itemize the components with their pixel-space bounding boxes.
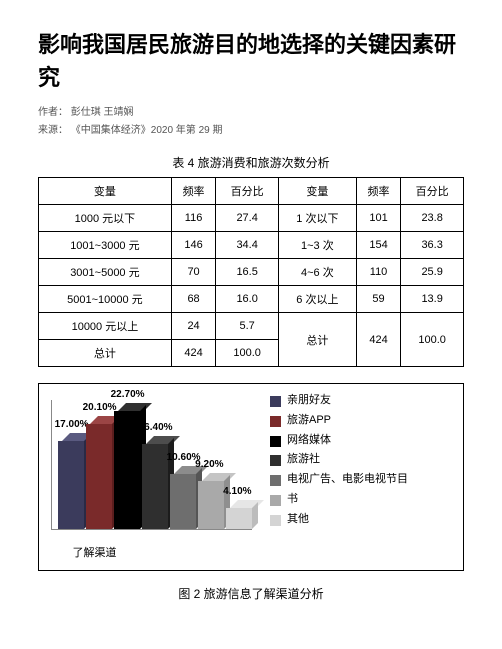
bar: 17.00% [58,441,84,529]
authors-prefix: 作者： [38,107,68,118]
legend-label: 旅游社 [287,453,320,467]
legend-item: 电视广告、电影电视节目 [270,473,455,487]
bar-label: 22.70% [111,389,145,400]
source-prefix: 来源： [38,125,68,136]
th-var-r: 变量 [278,178,356,205]
th-var-l: 变量 [39,178,172,205]
bars-region: 17.00%20.10%22.70%16.40%10.60%9.20%4.10% [51,400,252,530]
chart-legend: 亲朋好友旅游APP 网络媒体旅游社电视广告、电影电视节目书其他 [252,394,455,566]
bar: 16.40% [142,444,168,529]
table-caption: 表 4 旅游消费和旅游次数分析 [38,154,464,171]
data-table: 变量 频率 百分比 变量 频率 百分比 1000 元以下 116 27.4 1 … [38,177,464,367]
legend-item: 旅游APP [270,414,455,428]
th-freq-r: 频率 [356,178,401,205]
bar-label: 20.10% [83,402,117,413]
legend-item: 旅游社 [270,453,455,467]
figure-caption: 图 2 旅游信息了解渠道分析 [38,585,464,602]
legend-swatch [270,475,281,486]
table-header-row: 变量 频率 百分比 变量 频率 百分比 [39,178,464,205]
table-row: 3001~5000 元 70 16.5 4~6 次 110 25.9 [39,259,464,286]
bar-label: 16.40% [139,422,173,433]
source: 《中国集体经济》2020 年第 29 期 [71,125,223,136]
th-pct-r: 百分比 [401,178,464,205]
legend-label: 网络媒体 [287,434,331,448]
legend-swatch [270,495,281,506]
table-row: 10000 元以上 24 5.7 总计 424 100.0 [39,313,464,340]
bar-label: 17.00% [55,419,89,430]
bar: 9.20% [198,481,224,529]
table-row: 5001~10000 元 68 16.0 6 次以上 59 13.9 [39,286,464,313]
legend-swatch [270,436,281,447]
legend-swatch [270,515,281,526]
bar: 4.10% [226,508,252,529]
bar-label: 9.20% [195,459,223,470]
table-row: 1001~3000 元 146 34.4 1~3 次 154 36.3 [39,232,464,259]
legend-swatch [270,396,281,407]
legend-swatch [270,416,281,427]
x-axis-label: 了解渠道 [0,544,252,560]
legend-item: 网络媒体 [270,434,455,448]
bar: 22.70% [114,411,140,529]
legend-label: 电视广告、电影电视节目 [287,473,408,487]
authors: 彭仕琪 王靖娴 [71,107,134,118]
legend-item: 其他 [270,513,455,527]
bar-chart: 17.00%20.10%22.70%16.40%10.60%9.20%4.10%… [38,383,464,571]
meta-block: 作者： 彭仕琪 王靖娴 来源： 《中国集体经济》2020 年第 29 期 [38,104,464,140]
table-row: 1000 元以下 116 27.4 1 次以下 101 23.8 [39,205,464,232]
legend-label: 书 [287,493,298,507]
legend-label: 旅游APP [287,414,331,428]
th-freq-l: 频率 [171,178,216,205]
legend-label: 亲朋好友 [287,394,331,408]
legend-swatch [270,455,281,466]
page-title: 影响我国居民旅游目的地选择的关键因素研究 [38,28,464,94]
bar-label: 4.10% [223,486,251,497]
bar: 10.60% [170,474,196,529]
legend-item: 书 [270,493,455,507]
bar: 20.10% [86,424,112,529]
legend-item: 亲朋好友 [270,394,455,408]
legend-label: 其他 [287,513,309,527]
th-pct-l: 百分比 [216,178,279,205]
